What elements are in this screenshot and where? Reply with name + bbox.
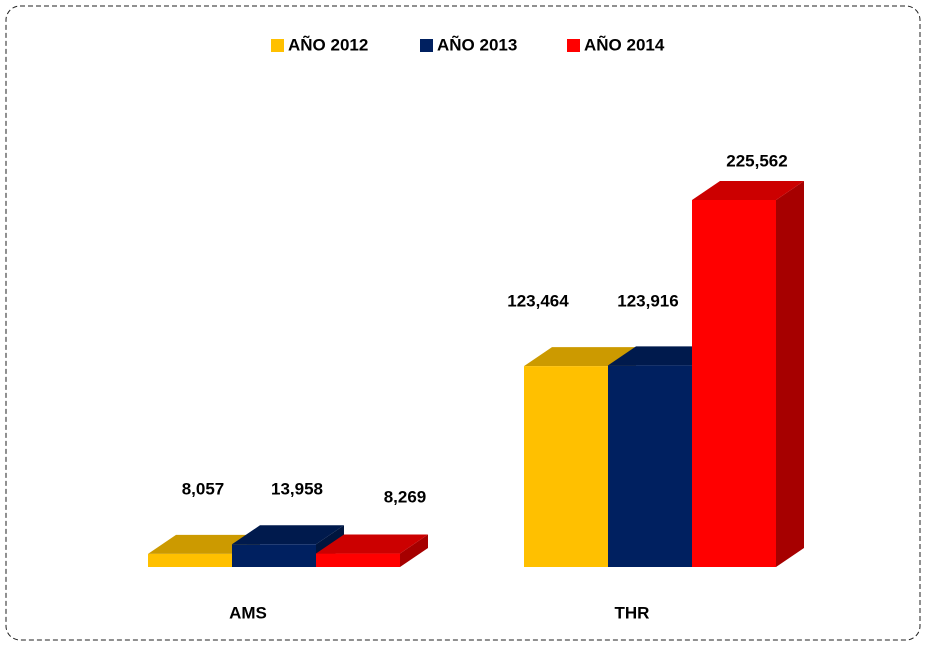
data-label: 123,464 [507,291,569,310]
legend-swatch [567,39,580,52]
bar-top [524,347,636,367]
chart-border [5,5,921,641]
data-label: 13,958 [271,479,323,498]
bar-side [776,181,804,567]
bar-front [692,200,776,567]
bar-front [316,553,400,567]
bar-top [692,181,804,200]
bar-front [524,366,608,567]
legend-swatch [420,39,433,52]
data-label: 8,269 [384,487,427,506]
bar [316,534,428,567]
bar-side [400,534,428,567]
legend-label: AÑO 2012 [288,34,368,54]
legend-label: AÑO 2013 [437,34,517,54]
data-label: 8,057 [182,479,225,498]
legend-swatch [271,39,284,52]
x-tick-label: AMS [229,603,267,622]
bar-front [608,365,692,567]
bar-top [316,534,428,554]
bar-front [148,553,232,567]
bar-front [232,544,316,567]
bar-top [232,525,344,545]
legend-label: AÑO 2014 [584,34,665,54]
x-tick-label: THR [615,603,650,622]
data-label: 123,916 [617,291,678,310]
bar [692,181,804,567]
data-label: 225,562 [726,151,787,170]
